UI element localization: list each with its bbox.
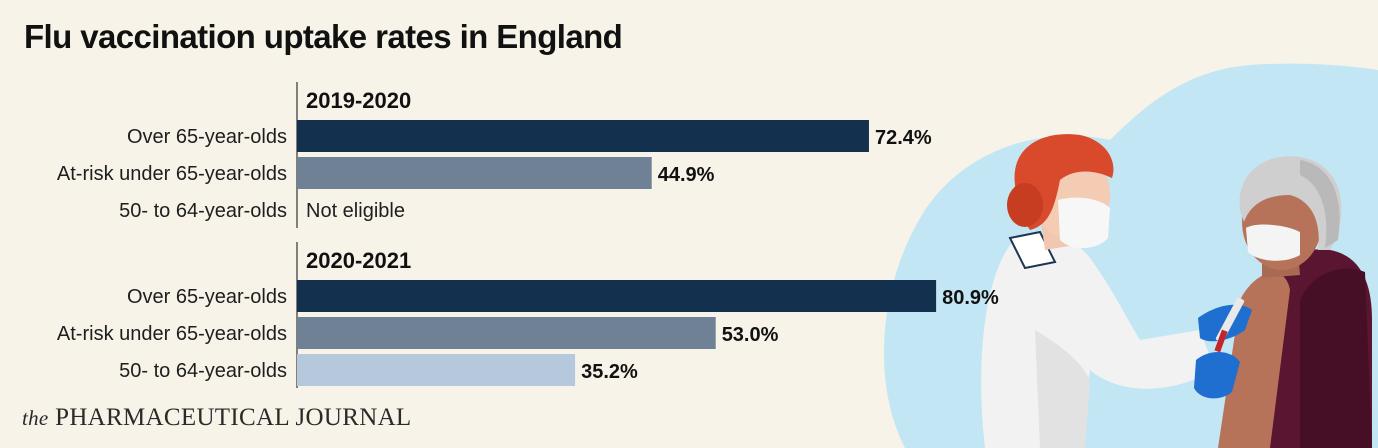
category-label: At-risk under 65-year-olds xyxy=(57,323,287,345)
category-label: 50- to 64-year-olds xyxy=(119,360,287,382)
bar xyxy=(297,120,869,152)
bar xyxy=(297,354,576,386)
not-eligible-label: Not eligible xyxy=(306,200,405,222)
chart-title: Flu vaccination uptake rates in England xyxy=(24,18,623,55)
category-label: Over 65-year-olds xyxy=(127,126,287,148)
data-label: 72.4% xyxy=(875,127,932,149)
publisher-logo: the PHARMACEUTICAL JOURNAL xyxy=(22,404,412,432)
category-label: 50- to 64-year-olds xyxy=(119,200,287,222)
brand-name: PHARMACEUTICAL JOURNAL xyxy=(55,404,412,431)
data-label: 35.2% xyxy=(581,361,638,383)
period-label: 2020-2021 xyxy=(306,248,411,273)
brand-prefix: the xyxy=(22,406,49,430)
data-label: 44.9% xyxy=(658,164,715,186)
data-label: 80.9% xyxy=(942,287,999,309)
bar xyxy=(297,157,652,189)
category-label: Over 65-year-olds xyxy=(127,286,287,308)
data-label: 53.0% xyxy=(722,324,779,346)
bar xyxy=(297,317,716,349)
period-label: 2019-2020 xyxy=(306,88,411,113)
bar xyxy=(297,280,937,312)
category-label: At-risk under 65-year-olds xyxy=(57,163,287,185)
